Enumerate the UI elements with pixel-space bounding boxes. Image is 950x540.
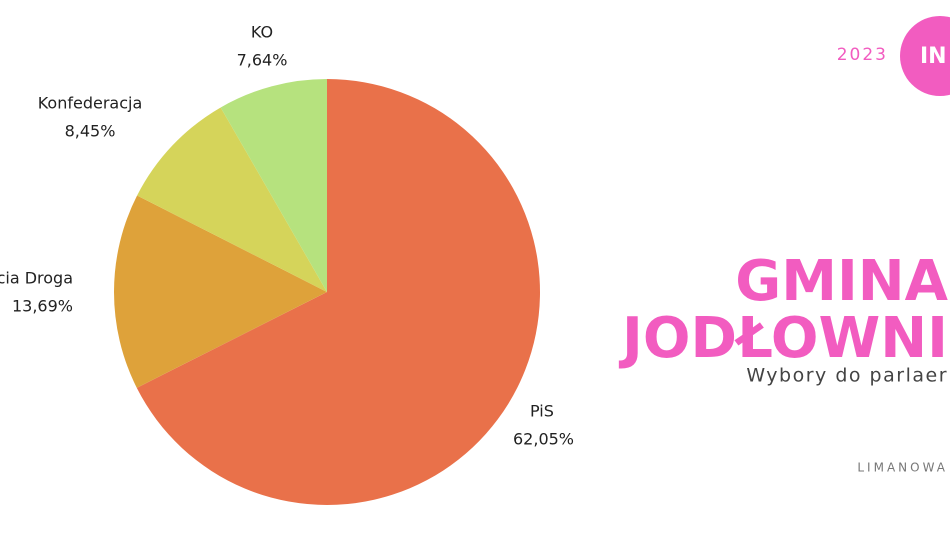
subtitle: Wybory do parlaer	[746, 365, 948, 387]
pie-slice	[114, 195, 328, 388]
value-label: 13,69%	[12, 297, 73, 316]
slice-label: Trzecia Droga	[0, 269, 73, 288]
title-line: JODŁOWNI	[618, 306, 948, 371]
slice-label: KO	[251, 23, 273, 42]
slice-label: PiS	[530, 402, 554, 421]
pie-slice	[220, 79, 327, 292]
value-label: 7,64%	[237, 51, 288, 70]
badge-circle	[900, 16, 950, 96]
pie-slice	[137, 107, 327, 292]
year: 2023	[837, 45, 888, 65]
title-line: GMINA	[735, 249, 948, 314]
slice-label: Konfederacja	[38, 94, 143, 113]
value-label: 8,45%	[65, 122, 116, 141]
source: LIMANOWA	[857, 461, 948, 475]
value-label: 62,05%	[513, 430, 574, 449]
badge: IN	[920, 44, 947, 69]
pie-slice	[136, 79, 540, 505]
